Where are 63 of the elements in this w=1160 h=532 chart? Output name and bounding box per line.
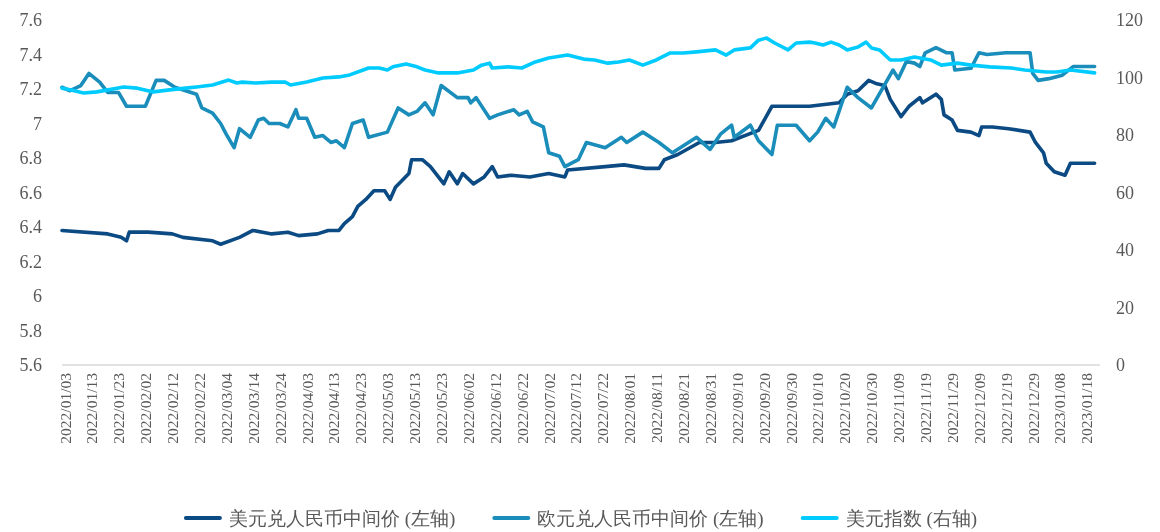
y-tick-label: 6.4 (19, 217, 42, 237)
x-tick-label: 2022/03/04 (217, 372, 235, 444)
y-tick-label: 7.4 (19, 44, 42, 65)
legend-label: 美元指数 (右轴) (845, 507, 978, 530)
x-tick-label: 2022/03/14 (244, 372, 262, 444)
line-series (60, 45, 1097, 169)
y2-tick-label: 0 (1116, 355, 1125, 375)
x-tick-label: 2022/11/19 (917, 372, 935, 444)
x-tick-label: 2023/01/08 (1051, 372, 1069, 444)
x-tick-label: 2022/05/03 (379, 372, 397, 444)
line-series (60, 36, 1097, 95)
legend-label: 美元兑人民币中间价 (左轴) (228, 507, 456, 530)
x-tick-label: 2022/04/23 (352, 372, 370, 444)
y-tick-label: 6.2 (19, 251, 42, 272)
y-tick-label: 5.6 (19, 355, 42, 375)
x-tick-label: 2022/01/03 (56, 372, 74, 444)
x-tick-label: 2022/10/10 (809, 372, 827, 444)
y2-tick-label: 100 (1116, 67, 1143, 88)
x-tick-label: 2023/01/18 (1078, 372, 1096, 444)
x-tick-label: 2022/03/24 (271, 372, 289, 444)
x-tick-label: 2022/12/09 (970, 372, 988, 444)
y2-tick-label: 20 (1116, 297, 1134, 318)
y-tick-label: 6 (33, 286, 42, 306)
y2-tick-label: 80 (1116, 125, 1134, 145)
x-tick-label: 2022/02/22 (190, 373, 208, 444)
x-tick-label: 2022/12/29 (1024, 372, 1042, 444)
y-tick-label: 6.8 (19, 148, 42, 168)
x-tick-label: 2022/08/31 (701, 373, 719, 444)
x-tick-label: 2022/01/13 (83, 372, 101, 444)
legend-label: 欧元兑人民币中间价 (左轴) (537, 507, 764, 530)
y2-tick-label: 60 (1116, 182, 1134, 203)
x-tick-label: 2022/11/09 (890, 372, 908, 444)
y2-tick-label: 120 (1116, 10, 1143, 30)
x-tick-label: 2022/10/20 (836, 372, 854, 444)
x-tick-label: 2022/09/10 (728, 372, 746, 444)
x-tick-label: 2022/06/02 (459, 373, 477, 444)
x-tick-label: 2022/10/30 (863, 372, 881, 444)
y-tick-label: 6.6 (19, 182, 42, 203)
x-tick-label: 2022/01/23 (110, 372, 128, 444)
x-tick-label: 2022/09/20 (755, 372, 773, 444)
y2-tick-label: 40 (1116, 240, 1134, 260)
x-tick-label: 2022/02/12 (164, 373, 182, 444)
x-tick-label: 2022/05/23 (432, 372, 450, 444)
x-tick-label: 2022/07/12 (567, 373, 585, 444)
x-tick-label: 2022/02/02 (137, 373, 155, 444)
x-tick-label: 2022/08/11 (648, 373, 666, 444)
x-tick-label: 2022/07/22 (594, 373, 612, 444)
x-tick-label: 2022/09/30 (782, 372, 800, 444)
x-tick-label: 2022/04/13 (325, 372, 343, 444)
y-tick-label: 5.8 (19, 320, 42, 341)
x-tick-label: 2022/07/02 (540, 373, 558, 444)
x-tick-label: 2022/06/12 (486, 373, 504, 444)
x-tick-label: 2022/05/13 (406, 372, 424, 444)
x-tick-label: 2022/08/01 (621, 373, 639, 444)
x-tick-label: 2022/06/22 (513, 373, 531, 444)
x-tick-label: 2022/04/03 (298, 372, 316, 444)
x-tick-label: 2022/08/21 (675, 373, 692, 444)
y-tick-label: 7 (33, 113, 42, 134)
x-tick-label: 2022/11/29 (943, 372, 961, 444)
y-tick-label: 7.6 (19, 10, 42, 30)
line-series (60, 78, 1097, 247)
x-tick-label: 2022/12/19 (997, 372, 1015, 444)
y-tick-label: 7.2 (19, 79, 42, 99)
